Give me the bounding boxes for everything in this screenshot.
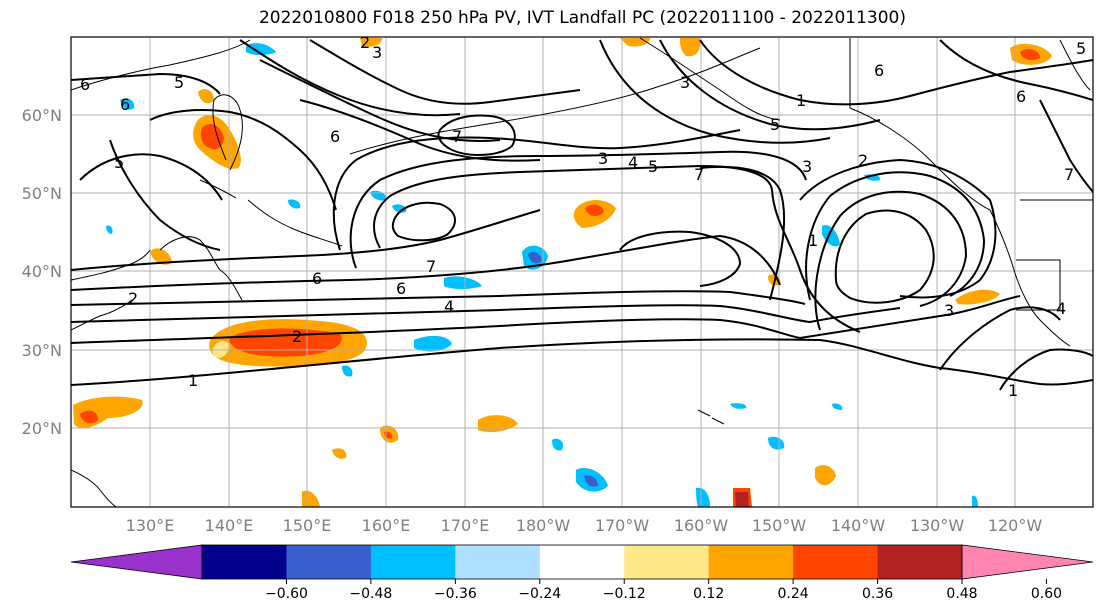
lon-label: 170°E	[441, 516, 490, 535]
longitude-labels: 130°E 140°E 150°E 160°E 170°E 180°W 170°…	[126, 516, 1043, 535]
colorbar-tick-label: −0.36	[434, 586, 477, 601]
colorbar-tick-label: 0.36	[862, 586, 893, 601]
lon-label: 140°E	[205, 516, 254, 535]
contour-label: 6	[330, 127, 340, 146]
colorbar-segment	[455, 545, 541, 579]
contour-label: 6	[80, 75, 90, 94]
colorbar-segment	[286, 545, 372, 579]
lat-label: 20°N	[22, 419, 62, 438]
colorbar-tick-label: 0.48	[946, 586, 977, 601]
latitude-labels: 60°N 50°N 40°N 30°N 20°N	[22, 106, 62, 438]
contour-label: 3	[598, 149, 608, 168]
contour-label: 5	[770, 115, 780, 134]
contour-label: 6	[1016, 87, 1026, 106]
contour-label: 6	[396, 279, 406, 298]
colorbar-extend-min	[70, 544, 203, 580]
colorbar-segment	[370, 545, 456, 579]
contour-label: 3	[944, 301, 954, 320]
contour-label: 5	[114, 153, 124, 172]
contour-label: 1	[808, 231, 818, 250]
lon-label: 170°W	[595, 516, 650, 535]
lon-label: 130°W	[910, 516, 965, 535]
contour-label: 2	[858, 151, 868, 170]
colorbar-tick-label: −0.60	[265, 586, 308, 601]
contour-label: 6	[120, 95, 130, 114]
colorbar-segment	[708, 545, 794, 579]
contour-label: 7	[694, 165, 704, 184]
contour-label: 6	[874, 61, 884, 80]
pc-shading	[73, 38, 1052, 507]
contour-label: 4	[628, 153, 638, 172]
contour-label: 3	[372, 43, 382, 62]
plot-frame	[70, 36, 1094, 508]
contour-label: 4	[1056, 299, 1066, 318]
contour-label: 7	[426, 257, 436, 276]
lat-label: 30°N	[22, 341, 62, 360]
contour-label: 5	[1076, 39, 1086, 58]
colorbar-tick-label: −0.12	[603, 586, 646, 601]
contour-label: 2	[292, 327, 302, 346]
contour-label: 6	[312, 269, 322, 288]
lat-label: 60°N	[22, 106, 62, 125]
contour-label: 5	[648, 157, 658, 176]
lon-label: 160°E	[362, 516, 411, 535]
contour-label: 2	[128, 289, 138, 308]
colorbar-tick-label: 0.60	[1031, 586, 1062, 601]
colorbar-extend-max	[961, 544, 1094, 580]
lon-label: 140°W	[831, 516, 886, 535]
contour-label: 4	[444, 297, 454, 316]
lon-label: 180°W	[516, 516, 571, 535]
lat-label: 40°N	[22, 262, 62, 281]
contour-label: 1	[796, 91, 806, 110]
contour-labels: 6 5 6 5 6 2 3 3 4 5 7 1 5 6 6 3 2 1 7 7 …	[80, 33, 1086, 400]
colorbar-segment	[624, 545, 710, 579]
colorbar-tick-label: −0.24	[518, 586, 561, 601]
colorbar-frame	[201, 544, 963, 580]
contour-label: 1	[1008, 381, 1018, 400]
colorbar-tick-label: 0.24	[778, 586, 809, 601]
colorbar-segment	[793, 545, 879, 579]
colorbar-segment	[202, 545, 287, 579]
lon-label: 130°E	[126, 516, 175, 535]
colorbar: −0.60 −0.48 −0.36 −0.24 −0.12 0.12 0.24 0.36 0.4…	[70, 544, 1094, 601]
lon-label: 150°E	[283, 516, 332, 535]
map-title: 2022010800 F018 250 hPa PV, IVT Landfall…	[258, 8, 906, 28]
graticule	[71, 37, 1093, 507]
lon-label: 150°W	[752, 516, 807, 535]
colorbar-segment	[539, 545, 625, 579]
colorbar-tick-label: −0.48	[349, 586, 392, 601]
coastlines	[71, 37, 1093, 507]
lon-label: 120°W	[988, 516, 1043, 535]
contour-label: 3	[802, 157, 812, 176]
pv-contours	[71, 39, 1093, 391]
colorbar-tick-label: 0.12	[693, 586, 724, 601]
contour-label: 2	[360, 33, 370, 52]
colorbar-segment	[877, 545, 963, 579]
contour-label: 3	[680, 73, 690, 92]
lon-label: 160°W	[674, 516, 729, 535]
lat-label: 50°N	[22, 184, 62, 203]
contour-label: 1	[188, 371, 198, 390]
contour-label: 7	[452, 127, 462, 146]
contour-label: 5	[174, 73, 184, 92]
contour-label: 7	[1064, 165, 1074, 184]
